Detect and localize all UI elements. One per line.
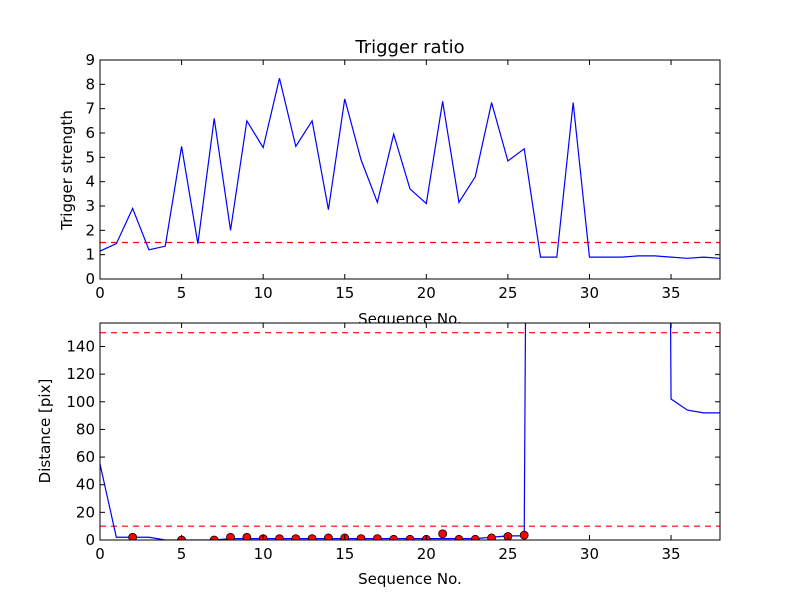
bottom-series-group <box>100 323 720 540</box>
bottom-x-tick-label: 0 <box>95 545 105 563</box>
bottom-data-point <box>454 534 464 540</box>
bottom-x-tick-label: 35 <box>662 545 681 563</box>
top-plot-area <box>100 60 720 279</box>
top-plot-frame <box>99 59 721 280</box>
bottom-data-point <box>470 534 480 540</box>
bottom-data-point <box>226 532 235 540</box>
top-x-tick-label: 5 <box>177 284 187 302</box>
bottom-data-point <box>519 530 529 540</box>
top-x-ticks: 0 5 10 15 20 25 30 35 <box>95 60 681 302</box>
bottom-x-tick-label: 30 <box>580 545 599 563</box>
bottom-x-tick-label: 10 <box>254 545 273 563</box>
bottom-data-point <box>128 532 138 540</box>
top-y-ticks: 0 1 2 3 4 5 6 7 8 9 <box>85 51 720 288</box>
bottom-y-tick-label: 40 <box>76 476 95 494</box>
bottom-y-ticks: 0 20 40 60 80 100 120 140 <box>66 337 720 549</box>
bottom-x-tick-label: 15 <box>335 545 354 563</box>
bottom-y-axis-label: Distance [pix] <box>36 379 54 484</box>
bottom-y-tick-label: 120 <box>66 365 95 383</box>
bottom-data-point <box>487 533 496 540</box>
bottom-y-tick-label: 0 <box>85 531 95 549</box>
top-x-tick-label: 35 <box>662 284 681 302</box>
bottom-x-axis-label: Sequence No. <box>358 570 462 588</box>
top-y-tick-label: 4 <box>85 173 95 191</box>
bottom-data-point <box>438 529 448 539</box>
top-x-tick-label: 0 <box>95 284 105 302</box>
top-x-tick-label: 30 <box>580 284 599 302</box>
top-y-tick-label: 7 <box>85 100 95 118</box>
bottom-x-ticks: 0 5 10 15 20 25 30 35 <box>95 323 681 563</box>
bottom-y-tick-label: 80 <box>76 420 95 438</box>
bottom-y-tick-label: 100 <box>66 393 95 411</box>
top-y-tick-label: 0 <box>85 270 95 288</box>
bottom-data-point <box>324 533 333 540</box>
top-x-tick-label: 15 <box>335 284 354 302</box>
top-chart: Trigger ratio 0 5 10 15 20 25 30 35 0123456789 … <box>58 37 721 328</box>
bottom-x-tick-label: 20 <box>417 545 436 563</box>
top-x-tick-label: 20 <box>417 284 436 302</box>
top-series-line-0 <box>100 78 720 259</box>
top-y-tick-label: 1 <box>85 246 95 264</box>
bottom-data-point <box>389 534 399 540</box>
bottom-y-tick-label: 140 <box>66 337 95 355</box>
bottom-x-tick-label: 25 <box>498 545 517 563</box>
top-y-tick-label: 9 <box>85 51 95 69</box>
bottom-data-point <box>372 534 382 540</box>
bottom-plot-area <box>100 323 720 540</box>
bottom-y-tick-label: 20 <box>76 503 95 521</box>
bottom-chart: 0 5 10 15 20 25 30 35 0 20 40 60 80 100 120 140 Sequen… <box>36 322 721 588</box>
bottom-data-point <box>307 534 317 540</box>
top-y-tick-label: 8 <box>85 75 95 93</box>
bottom-data-point <box>275 534 284 540</box>
bottom-data-point <box>405 534 415 540</box>
top-y-tick-label: 5 <box>85 148 95 166</box>
bottom-x-tick-label: 5 <box>177 545 187 563</box>
bottom-y-tick-label: 60 <box>76 448 95 466</box>
bottom-plot-frame <box>99 322 721 541</box>
bottom-data-point <box>356 534 366 540</box>
bottom-data-point <box>209 535 219 540</box>
top-y-tick-label: 2 <box>85 221 95 239</box>
top-x-tick-label: 25 <box>498 284 517 302</box>
bottom-data-point <box>242 532 252 540</box>
top-x-tick-label: 10 <box>254 284 273 302</box>
top-y-tick-label: 6 <box>85 124 95 142</box>
bottom-data-point <box>291 534 301 540</box>
bottom-threshold-lines <box>100 332 720 527</box>
top-y-axis-label: Trigger strength <box>58 110 76 231</box>
top-y-tick-label: 3 <box>85 197 95 215</box>
top-series-group <box>100 78 720 259</box>
top-chart-title: Trigger ratio <box>354 37 464 58</box>
